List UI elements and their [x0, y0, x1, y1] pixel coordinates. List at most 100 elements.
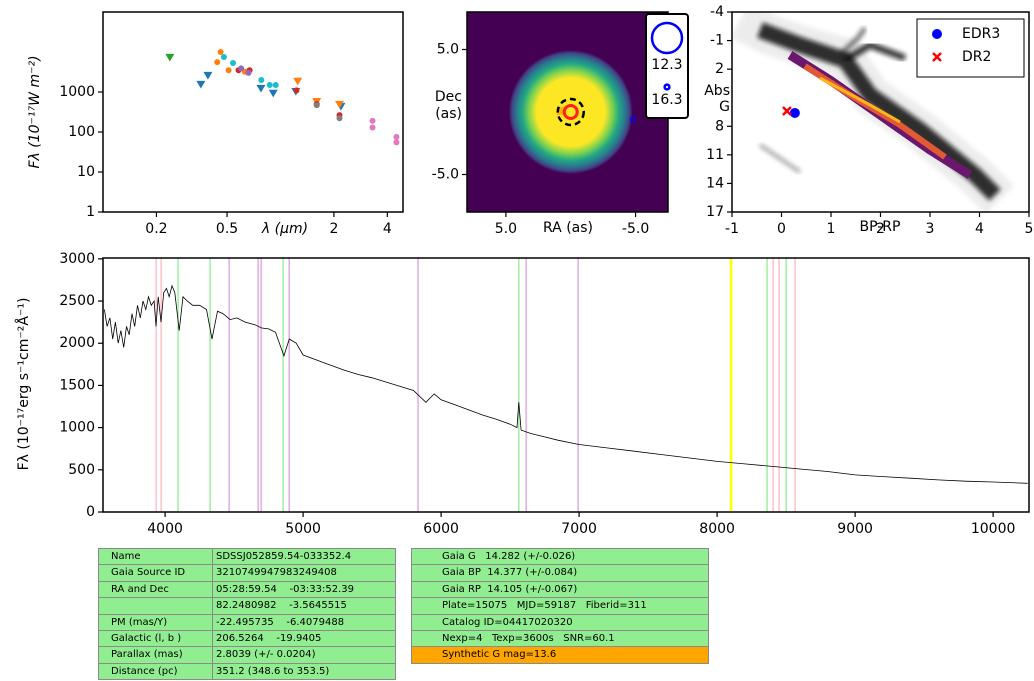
legend-label: DR2 — [962, 49, 991, 65]
y-axis-label: Fλ (10⁻¹⁷erg s⁻¹cm⁻²Å⁻¹) — [15, 298, 32, 471]
data-point — [314, 102, 320, 108]
data-point — [293, 78, 302, 86]
y-axis-label: G — [719, 99, 730, 115]
table-cell: PM (mas/Y) — [98, 614, 213, 631]
x-tick-label: 5.0 — [495, 221, 517, 237]
data-point — [258, 77, 264, 83]
data-point — [269, 90, 278, 98]
table-row: Plate=15075 MJD=59187 Fiberid=311 — [412, 597, 710, 613]
table-row: Gaia BP 14.377 (+/-0.084) — [412, 564, 710, 580]
x-tick-label: 4 — [383, 221, 392, 237]
data-point — [932, 29, 942, 39]
table-cell: Distance (pc) — [98, 663, 213, 680]
x-tick-label: 10000 — [971, 521, 1016, 537]
table-cell: Gaia BP 14.377 (+/-0.084) — [411, 564, 709, 581]
y-tick-label: 17 — [706, 204, 724, 220]
table-cell: Gaia RP 14.105 (+/-0.067) — [411, 581, 709, 598]
x-axis-label: λ (μm) — [261, 221, 308, 237]
x-tick-label: -5.0 — [622, 221, 649, 237]
table-cell: SDSSJ052859.54-033352.4 — [212, 548, 396, 565]
y-tick-label: 100 — [68, 124, 95, 140]
axes-frame — [103, 12, 403, 212]
y-tick-label: 8 — [715, 118, 724, 134]
table-row: Synthetic G mag=13.6 — [412, 646, 710, 662]
y-tick-label: 3000 — [59, 251, 95, 267]
y-axis-label: (as) — [435, 106, 462, 122]
data-point — [165, 54, 174, 62]
data-point — [256, 85, 265, 93]
table-row: Catalog ID=04417020320 — [412, 614, 710, 630]
table-cell: Plate=15075 MJD=59187 Fiberid=311 — [411, 597, 709, 614]
table-cell: Galactic (l, b ) — [98, 630, 213, 647]
legend-label: EDR3 — [962, 26, 1000, 42]
x-tick-label: 2 — [329, 221, 338, 237]
axes-frame — [103, 258, 1029, 512]
y-tick-label: 14 — [706, 175, 724, 191]
y-tick-label: 5.0 — [437, 42, 459, 58]
table-cell: 82.2480982 -3.5645515 — [212, 597, 396, 614]
table-row: 82.2480982 -3.5645515 — [99, 597, 397, 613]
y-tick-label: -5.0 — [432, 167, 459, 183]
x-axis-label: BP-RP — [860, 219, 901, 235]
spectrum-line — [104, 286, 1027, 484]
y-tick-label: 1000 — [59, 420, 95, 436]
y-tick-label: 10 — [77, 164, 95, 180]
page: {"chart_data": [ {"type": "sed", "xscale… — [0, 0, 1034, 681]
table-cell: 2.8039 (+/- 0.0204) — [212, 646, 396, 663]
data-point — [393, 134, 399, 140]
table-cell: Gaia G 14.282 (+/-0.026) — [411, 548, 709, 565]
data-point — [337, 115, 343, 121]
y-tick-label: 1500 — [59, 377, 95, 393]
x-tick-label: 0.5 — [216, 221, 238, 237]
table-row: Galactic (l, b )206.5264 -19.9405 — [99, 630, 397, 646]
data-point — [230, 60, 236, 66]
y-tick-label: -4 — [710, 4, 724, 20]
data-point — [370, 118, 376, 124]
data-point — [393, 139, 399, 145]
x-tick-label: 7000 — [561, 521, 597, 537]
x-tick-label: 1 — [827, 221, 836, 237]
x-tick-label: 5000 — [285, 521, 321, 537]
table-cell: Name — [98, 548, 213, 565]
x-tick-label: 3 — [926, 221, 935, 237]
table-cell: 351.2 (348.6 to 353.5) — [212, 663, 396, 680]
data-point — [226, 67, 232, 73]
x-axis-label: RA (as) — [543, 220, 593, 236]
y-tick-label: 1 — [86, 204, 95, 220]
x-tick-label: 0.2 — [145, 221, 167, 237]
spectrum-info-table: Gaia G 14.282 (+/-0.026)Gaia BP 14.377 (… — [412, 548, 710, 663]
y-tick-label: 11 — [706, 147, 724, 163]
data-point — [790, 108, 800, 118]
data-point — [370, 124, 376, 130]
y-tick-label: 500 — [68, 462, 95, 478]
table-cell: Nexp=4 Texp=3600s SNR=60.1 — [411, 630, 709, 647]
table-cell: Synthetic G mag=13.6 — [411, 646, 709, 663]
table-row: Distance (pc)351.2 (348.6 to 353.5) — [99, 663, 397, 679]
table-cell: Catalog ID=04417020320 — [411, 614, 709, 631]
data-point — [196, 81, 205, 89]
table-cell: 05:28:59.54 -03:33:52.39 — [212, 581, 396, 598]
data-point — [273, 82, 279, 88]
y-tick-label: -1 — [710, 33, 724, 49]
y-axis-label: Dec — [435, 89, 462, 105]
x-tick-label: 5 — [1025, 221, 1034, 237]
data-point — [267, 82, 273, 88]
y-tick-label: 2500 — [59, 293, 95, 309]
data-point — [203, 72, 212, 80]
data-point — [245, 70, 251, 76]
table-row: Nexp=4 Texp=3600s SNR=60.1 — [412, 630, 710, 646]
y-tick-label: 2000 — [59, 335, 95, 351]
x-tick-label: 4000 — [147, 521, 183, 537]
data-point — [783, 107, 791, 115]
table-row: PM (mas/Y)-22.495735 -6.4079488 — [99, 614, 397, 630]
x-tick-label: 9000 — [837, 521, 873, 537]
y-axis-label: Fλ (10⁻¹⁷W m⁻²) — [27, 55, 43, 168]
table-cell — [98, 597, 213, 614]
source-image — [509, 50, 633, 174]
legend-label: 12.3 — [651, 57, 682, 73]
table-cell: -22.495735 -6.4079488 — [212, 614, 396, 631]
x-tick-label: -1 — [725, 221, 739, 237]
y-tick-label: 1000 — [59, 84, 95, 100]
